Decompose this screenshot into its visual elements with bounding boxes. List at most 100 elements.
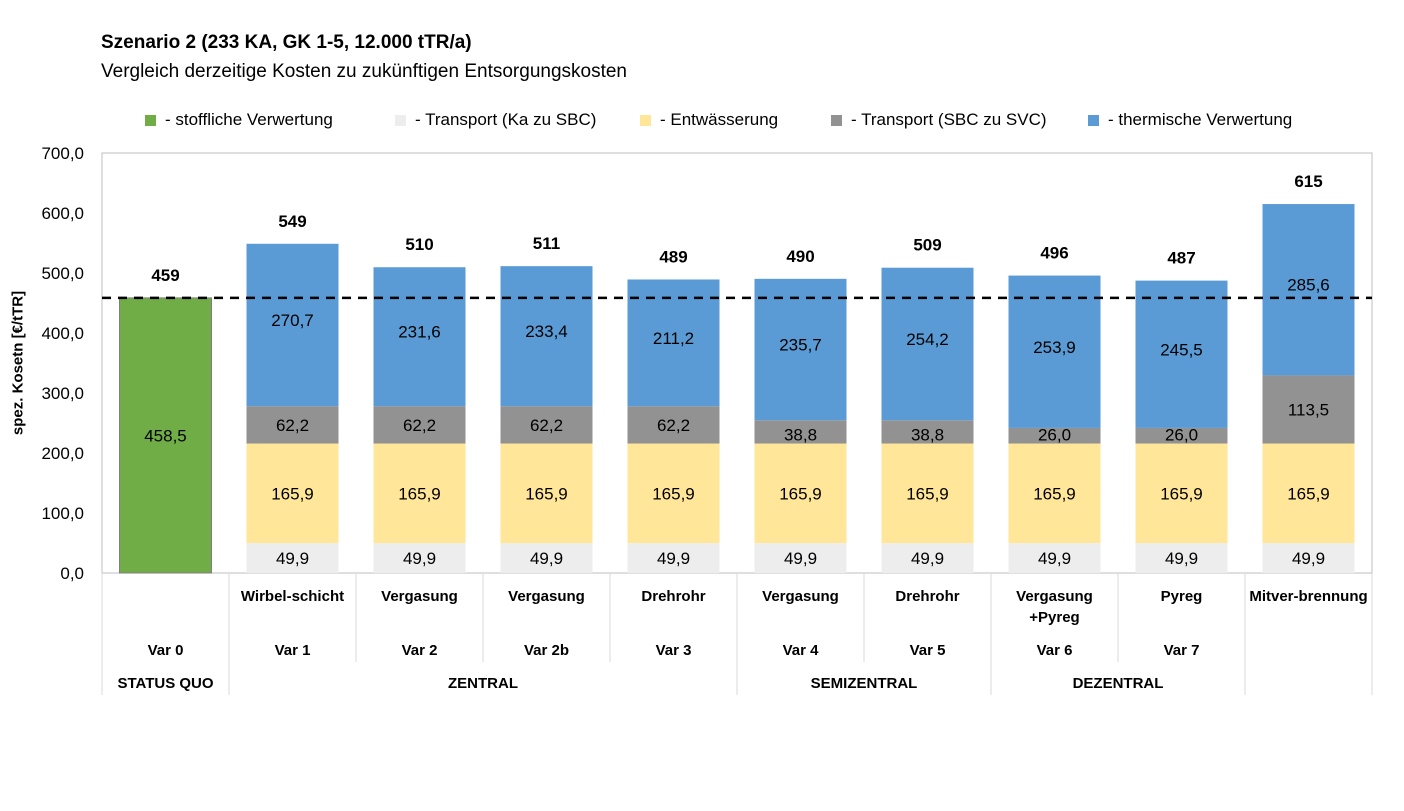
- legend: - stoffliche Verwertung - Transport (Ka …: [0, 110, 1404, 132]
- bar-total-label: 490: [786, 247, 814, 266]
- bar-total-label: 489: [659, 247, 687, 266]
- legend-label: - Entwässerung: [660, 110, 779, 129]
- legend-swatch: [640, 114, 651, 126]
- bar-segment: [1008, 443, 1101, 544]
- bar-segment: [1008, 543, 1101, 573]
- legend-item-entwaesserung: - Entwässerung: [640, 110, 778, 130]
- x-variant-label: Var 0: [148, 642, 184, 659]
- x-tech-label: Vergasung: [508, 588, 585, 605]
- bar-segment-label: 165,9: [906, 484, 949, 503]
- bar-segment: [119, 297, 212, 574]
- x-tech-label: Vergasung: [762, 588, 839, 605]
- x-variant-label: Var 3: [656, 642, 692, 659]
- bar-segment-label: 270,7: [271, 311, 314, 330]
- bar-segment-label: 62,2: [530, 416, 563, 435]
- chart-title: Szenario 2 (233 KA, GK 1-5, 12.000 tTR/a…: [101, 32, 472, 53]
- bar-segment-label: 38,8: [784, 426, 817, 445]
- x-tech-label: Drehrohr: [641, 588, 705, 605]
- bar-segment-label: 285,6: [1287, 276, 1330, 295]
- bar-segment: [246, 443, 339, 544]
- bar-segment-label: 233,4: [525, 322, 568, 341]
- bar-total-label: 510: [405, 235, 433, 254]
- legend-swatch: [145, 114, 156, 126]
- legend-item-transport-ka-sbc: - Transport (Ka zu SBC): [395, 110, 596, 130]
- bar-segment: [627, 443, 720, 544]
- bar-segment-label: 49,9: [530, 549, 563, 568]
- legend-swatch: [395, 114, 406, 126]
- bar-segment: [627, 279, 720, 407]
- bar-segment: [1262, 375, 1355, 444]
- legend-label: - thermische Verwertung: [1108, 110, 1293, 129]
- x-tech-label: Vergasung: [381, 588, 458, 605]
- bar-segment: [627, 406, 720, 444]
- y-tick-label: 600,0: [41, 204, 84, 223]
- bar-segment: [373, 267, 466, 407]
- bar-segment: [881, 443, 974, 544]
- bar-segment: [754, 278, 847, 421]
- bar-segment-label: 211,2: [653, 329, 694, 348]
- bar-segment: [500, 443, 593, 544]
- x-tech-label: +Pyreg: [1029, 609, 1079, 626]
- bar-segment-label: 26,0: [1038, 426, 1071, 445]
- bar-segment-label: 49,9: [911, 549, 944, 568]
- bar-segment: [881, 543, 974, 573]
- legend-item-transport-sbc-svc: - Transport (SBC zu SVC): [831, 110, 1047, 130]
- bar-segment-label: 49,9: [657, 549, 690, 568]
- bar-segment-label: 165,9: [779, 484, 822, 503]
- bar-segment: [1135, 443, 1228, 544]
- legend-swatch: [831, 114, 842, 126]
- bar-segment-label: 26,0: [1165, 426, 1198, 445]
- bar-segment: [373, 406, 466, 444]
- bar-segment: [500, 266, 593, 407]
- bar-segment: [373, 443, 466, 544]
- legend-label: - Transport (SBC zu SVC): [851, 110, 1047, 129]
- x-group-label: STATUS QUO: [117, 675, 213, 692]
- bar-segment-label: 231,6: [398, 323, 441, 342]
- bar-segment-label: 113,5: [1288, 400, 1329, 419]
- bar-total-label: 549: [278, 212, 306, 231]
- bar-segment-label: 49,9: [1038, 549, 1071, 568]
- bar-segment-label: 49,9: [276, 549, 309, 568]
- bar-total-label: 509: [913, 236, 941, 255]
- chart-subtitle: Vergleich derzeitige Kosten zu zukünftig…: [101, 61, 627, 82]
- bar-total-label: 459: [151, 266, 179, 285]
- bar-segment-label: 165,9: [652, 484, 695, 503]
- bar-segment-label: 253,9: [1033, 338, 1076, 357]
- bar-segment-label: 165,9: [271, 484, 314, 503]
- x-group-label: DEZENTRAL: [1073, 675, 1164, 692]
- bar-segment: [627, 543, 720, 573]
- y-tick-label: 500,0: [41, 264, 84, 283]
- bar-segment: [1008, 275, 1101, 428]
- bar-segment-label: 165,9: [398, 484, 441, 503]
- bar-segment: [1262, 543, 1355, 573]
- y-tick-label: 400,0: [41, 324, 84, 343]
- x-tech-label: Mitver-brennung: [1249, 588, 1367, 605]
- legend-item-thermische-verwertung: - thermische Verwertung: [1088, 110, 1292, 130]
- legend-item-stoffliche-verwertung: - stoffliche Verwertung: [145, 110, 333, 130]
- y-tick-label: 200,0: [41, 444, 84, 463]
- bar-segment-label: 165,9: [1160, 484, 1203, 503]
- bar-segment-label: 62,2: [657, 416, 690, 435]
- bar-segment: [754, 443, 847, 544]
- y-tick-label: 100,0: [41, 504, 84, 523]
- bar-segment-label: 38,8: [911, 426, 944, 445]
- y-tick-label: 300,0: [41, 384, 84, 403]
- x-variant-label: Var 6: [1037, 642, 1073, 659]
- bar-segment-label: 49,9: [1165, 549, 1198, 568]
- bar-segment: [1262, 443, 1355, 544]
- legend-label: - Transport (Ka zu SBC): [415, 110, 597, 129]
- x-variant-label: Var 7: [1164, 642, 1200, 659]
- bar-segment: [500, 406, 593, 444]
- bar-segment: [1008, 427, 1101, 444]
- bar-segment: [246, 543, 339, 573]
- y-tick-label: 0,0: [60, 564, 84, 583]
- bar-segment: [1135, 427, 1228, 444]
- bar-segment: [754, 420, 847, 444]
- x-group-label: ZENTRAL: [448, 675, 518, 692]
- bar-segment: [500, 543, 593, 573]
- x-variant-label: Var 4: [783, 642, 820, 659]
- x-variant-label: Var 1: [275, 642, 311, 659]
- bar-segment: [881, 420, 974, 444]
- x-tech-label: Drehrohr: [895, 588, 959, 605]
